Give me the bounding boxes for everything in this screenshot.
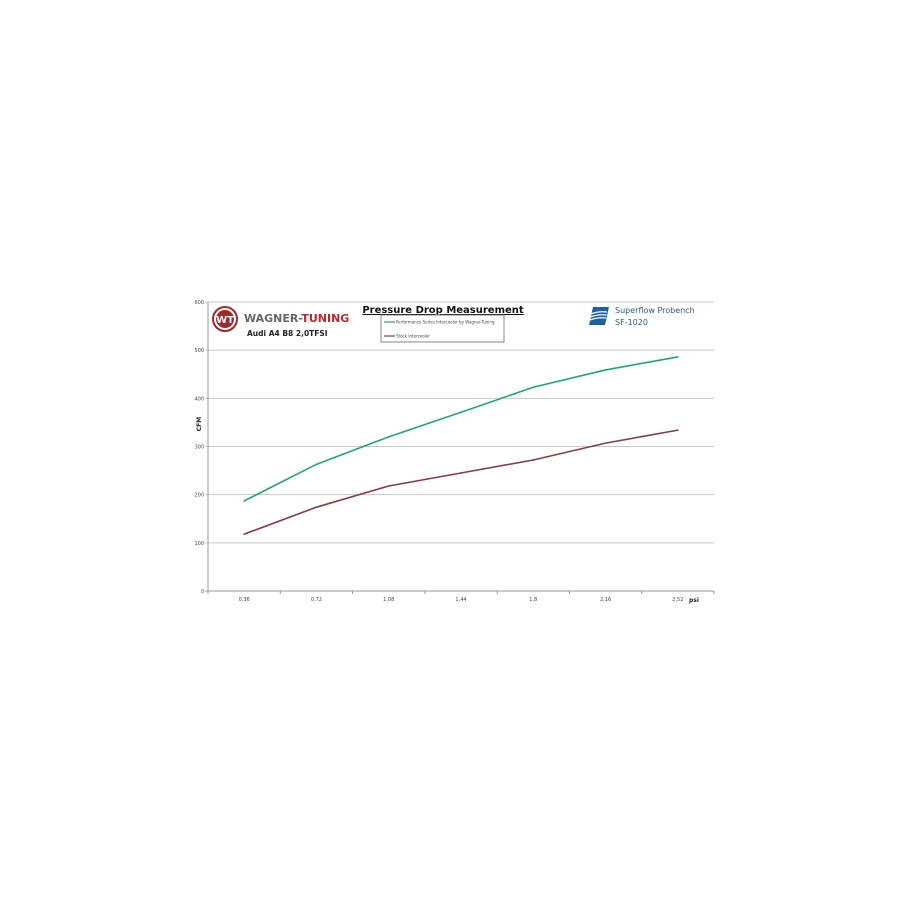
data-point bbox=[460, 411, 462, 414]
series-line-0 bbox=[243, 356, 678, 502]
superflow-logo bbox=[588, 305, 610, 331]
data-point bbox=[604, 442, 607, 444]
legend-box bbox=[380, 314, 505, 343]
superflow-line1: Superflow Probench bbox=[615, 306, 695, 315]
x-tick-label: 1,08 bbox=[383, 597, 394, 603]
data-point bbox=[387, 436, 390, 438]
data-point bbox=[532, 459, 535, 461]
data-point bbox=[387, 485, 390, 487]
x-tick-label: 0,72 bbox=[311, 597, 322, 603]
x-axis-label: psi bbox=[689, 597, 699, 604]
superflow-icon bbox=[589, 307, 609, 325]
x-tick-label: 2,16 bbox=[600, 597, 611, 603]
y-tick-label: 300 bbox=[194, 445, 204, 451]
y-tick-label: 500 bbox=[194, 348, 204, 354]
car-model: Audi A4 B8 2,0TFSI bbox=[247, 329, 328, 338]
data-point bbox=[677, 429, 679, 431]
svg-text:WT: WT bbox=[216, 315, 234, 326]
wordmark-tuning: TUNING bbox=[301, 312, 350, 325]
y-tick-label: 200 bbox=[194, 493, 204, 499]
data-point bbox=[604, 369, 607, 371]
x-tick-label: 1,44 bbox=[455, 597, 466, 603]
y-axis-label: CFM bbox=[196, 417, 203, 432]
y-tick-label: 600 bbox=[194, 300, 204, 306]
data-point bbox=[460, 472, 462, 474]
data-point bbox=[315, 506, 318, 508]
x-tick-label: 1,8 bbox=[529, 597, 537, 603]
x-tick-label: 0,36 bbox=[239, 597, 250, 603]
wagner-tuning-logo: WT bbox=[212, 306, 238, 336]
series-line-1 bbox=[243, 429, 678, 535]
data-point bbox=[677, 356, 679, 358]
wt-monogram-icon: WT bbox=[212, 306, 238, 332]
legend-label: Performance Series Intercooler by Wagner… bbox=[396, 320, 495, 325]
y-tick-label: 400 bbox=[194, 396, 204, 402]
superflow-line2: SF-1020 bbox=[615, 318, 648, 327]
y-tick-label: 100 bbox=[194, 541, 204, 547]
data-point bbox=[243, 500, 245, 502]
chart-title: Pressure Drop Measurement bbox=[362, 305, 524, 316]
data-point bbox=[532, 386, 535, 389]
data-point bbox=[315, 463, 318, 466]
wagner-tuning-wordmark: WAGNER-TUNING bbox=[244, 312, 349, 325]
data-point bbox=[243, 533, 245, 535]
legend-label: Stock Intercooler bbox=[396, 334, 430, 339]
wordmark-wagner: WAGNER- bbox=[244, 312, 302, 325]
x-tick-label: 2,52 bbox=[672, 597, 683, 603]
y-tick-label: 0 bbox=[201, 589, 204, 595]
